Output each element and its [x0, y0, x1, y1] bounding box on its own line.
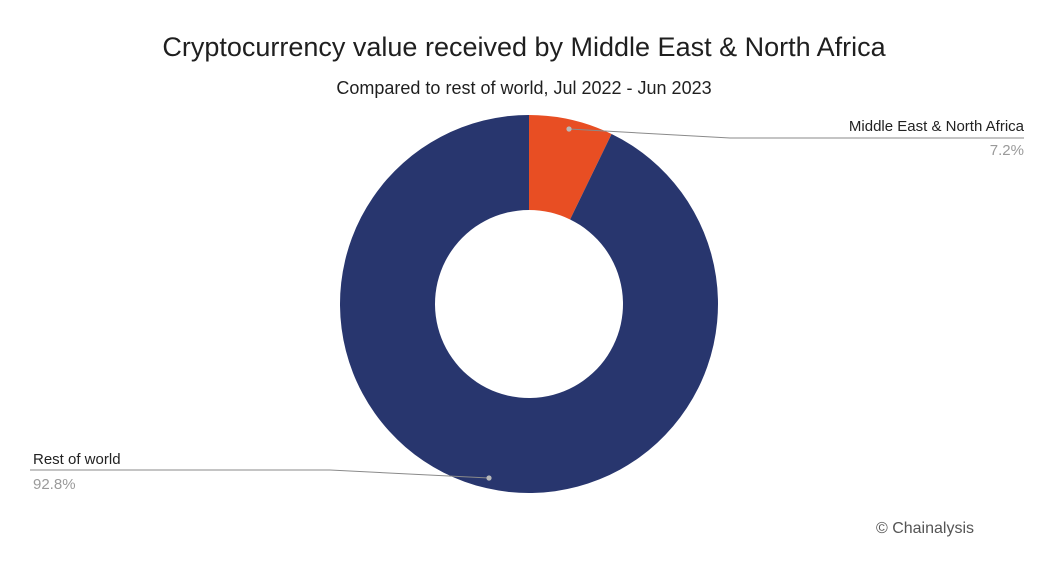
chart-subtitle: Compared to rest of world, Jul 2022 - Ju…	[336, 78, 712, 98]
slice-middle-east-north-africa	[529, 115, 612, 220]
leader-dot-mena	[566, 126, 572, 132]
leader-dot-rest-of-world	[486, 475, 492, 481]
source-credit: © Chainalysis	[875, 520, 974, 537]
slice-label-mena: Middle East & North Africa	[848, 118, 1024, 135]
leader-line-mena	[568, 128, 1024, 139]
slice-value-rest-of-world: 92.8%	[33, 476, 76, 493]
slice-value-mena: 7.2%	[989, 142, 1024, 159]
slice-rest-of-world	[339, 115, 718, 493]
chart-title: Cryptocurrency value received by Middle …	[162, 32, 886, 62]
slice-label-rest-of-world: Rest of world	[33, 451, 121, 468]
leader-line-rest-of-world	[30, 469, 490, 479]
